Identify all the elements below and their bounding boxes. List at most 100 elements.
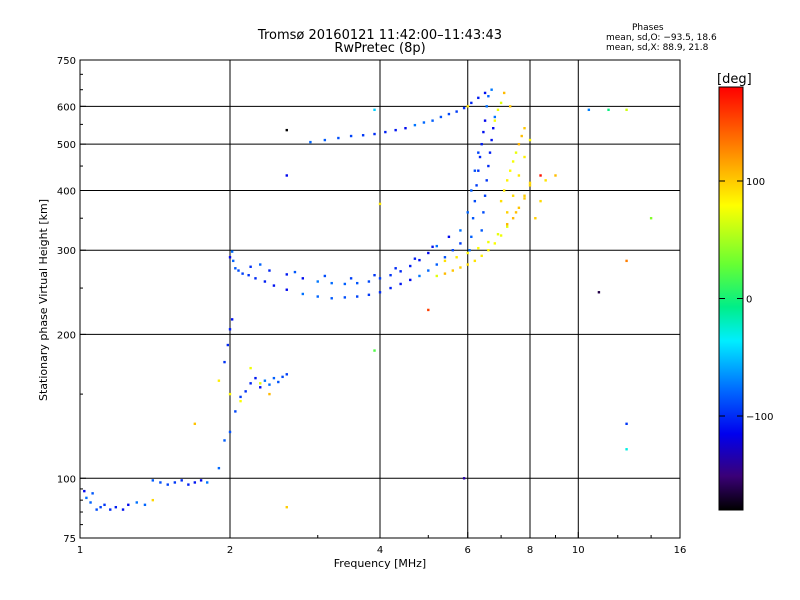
data-point-O (159, 481, 162, 484)
data-point-X (473, 259, 477, 263)
data-point-X (514, 211, 518, 214)
data-point-O (480, 229, 483, 232)
data-point-O (230, 250, 234, 253)
data-point-O (431, 245, 434, 248)
data-point-O (394, 267, 397, 270)
data-point-O (473, 169, 477, 172)
data-point-X (455, 256, 458, 259)
data-point-scattered (625, 259, 628, 263)
y-tick-label: 75 (63, 534, 76, 545)
data-point-O (239, 395, 242, 399)
data-point-O (135, 501, 138, 504)
x-tick-label: 1 (77, 545, 83, 556)
data-point-O (413, 123, 417, 127)
data-point-X (502, 91, 506, 95)
data-point-O (487, 94, 490, 98)
data-point-O (470, 101, 473, 105)
x-tick-label: 2 (227, 545, 233, 556)
y-tick-label: 600 (57, 102, 76, 113)
data-point-X (466, 251, 469, 255)
data-point-O (330, 297, 333, 300)
data-point-O (349, 277, 353, 280)
data-point-O (228, 328, 232, 331)
data-point-X (502, 189, 506, 192)
data-point-X (523, 197, 526, 200)
x-tick-label: 6 (465, 545, 471, 556)
data-point-O (95, 508, 98, 511)
x-tick-label: 16 (674, 545, 687, 556)
y-tick-label: 400 (57, 186, 76, 197)
data-point-O (409, 278, 412, 282)
data-point-X (493, 242, 497, 245)
data-point-scattered (625, 448, 628, 451)
data-point-O (230, 318, 234, 321)
data-point-X (435, 274, 438, 278)
data-point-O (109, 508, 112, 511)
data-point-O (477, 96, 480, 100)
data-point-O (193, 481, 197, 484)
data-point-scattered (285, 174, 288, 177)
data-point-X (511, 194, 515, 197)
data-point-O (389, 273, 392, 277)
axis-ticks (79, 59, 681, 539)
data-point-O (389, 286, 392, 290)
data-point-X (239, 399, 242, 403)
data-point-O (483, 91, 487, 95)
data-point-O (247, 273, 250, 277)
data-point-O (418, 258, 421, 262)
chart-subtitle: RwPretec (8p) (334, 41, 426, 56)
data-point-O (343, 282, 347, 286)
data-point-O (237, 269, 240, 272)
data-point-X (534, 217, 537, 220)
data-point-O (114, 505, 118, 509)
data-point-O (435, 263, 438, 266)
data-point-O (459, 229, 462, 232)
data-point-X (528, 181, 532, 185)
data-point-O (399, 282, 402, 286)
data-point-O (234, 410, 237, 413)
data-point-O (427, 251, 430, 255)
grid-lines (80, 60, 680, 538)
data-point-O (263, 379, 267, 382)
data-point-O (285, 288, 288, 291)
data-point-O (451, 249, 455, 252)
chart-title: Tromsø 20160121 11:42:00–11:43:43 (257, 28, 503, 43)
data-point-O (151, 479, 155, 482)
data-point-scattered (373, 349, 376, 352)
data-point-O (431, 119, 434, 122)
data-point-O (482, 211, 485, 214)
data-point-X (259, 382, 262, 385)
data-point-O (228, 430, 232, 434)
data-point-X (520, 134, 523, 138)
data-point-O (447, 235, 451, 239)
y-tick-label: 300 (57, 246, 76, 257)
data-point-X (217, 379, 221, 382)
data-point-O (373, 273, 376, 277)
data-point-O (323, 138, 327, 142)
data-point-O (493, 115, 497, 119)
data-point-O (316, 280, 319, 283)
data-point-O (180, 479, 183, 482)
data-point-O (477, 169, 480, 172)
data-point-O (455, 110, 458, 113)
data-point-O (166, 483, 169, 486)
data-point-O (394, 128, 397, 132)
data-point-O (205, 481, 209, 484)
data-point-O (277, 380, 280, 384)
data-point-O (249, 382, 252, 385)
data-point-X (499, 101, 503, 105)
data-point-O (355, 281, 359, 285)
data-point-O (249, 265, 252, 268)
data-point-O (187, 483, 190, 486)
data-point-O (462, 106, 466, 110)
data-point-O (447, 112, 451, 116)
data-point-O (254, 376, 257, 380)
data-point-O (468, 249, 471, 252)
data-point-O (378, 291, 382, 294)
data-point-X (528, 184, 532, 187)
data-point-O (83, 489, 86, 493)
data-point-X (268, 392, 271, 396)
data-point-O (470, 189, 473, 192)
phases-box-x-stats: mean, sd,X: 88.9, 21.8 (606, 43, 709, 53)
data-point-O (378, 277, 382, 280)
